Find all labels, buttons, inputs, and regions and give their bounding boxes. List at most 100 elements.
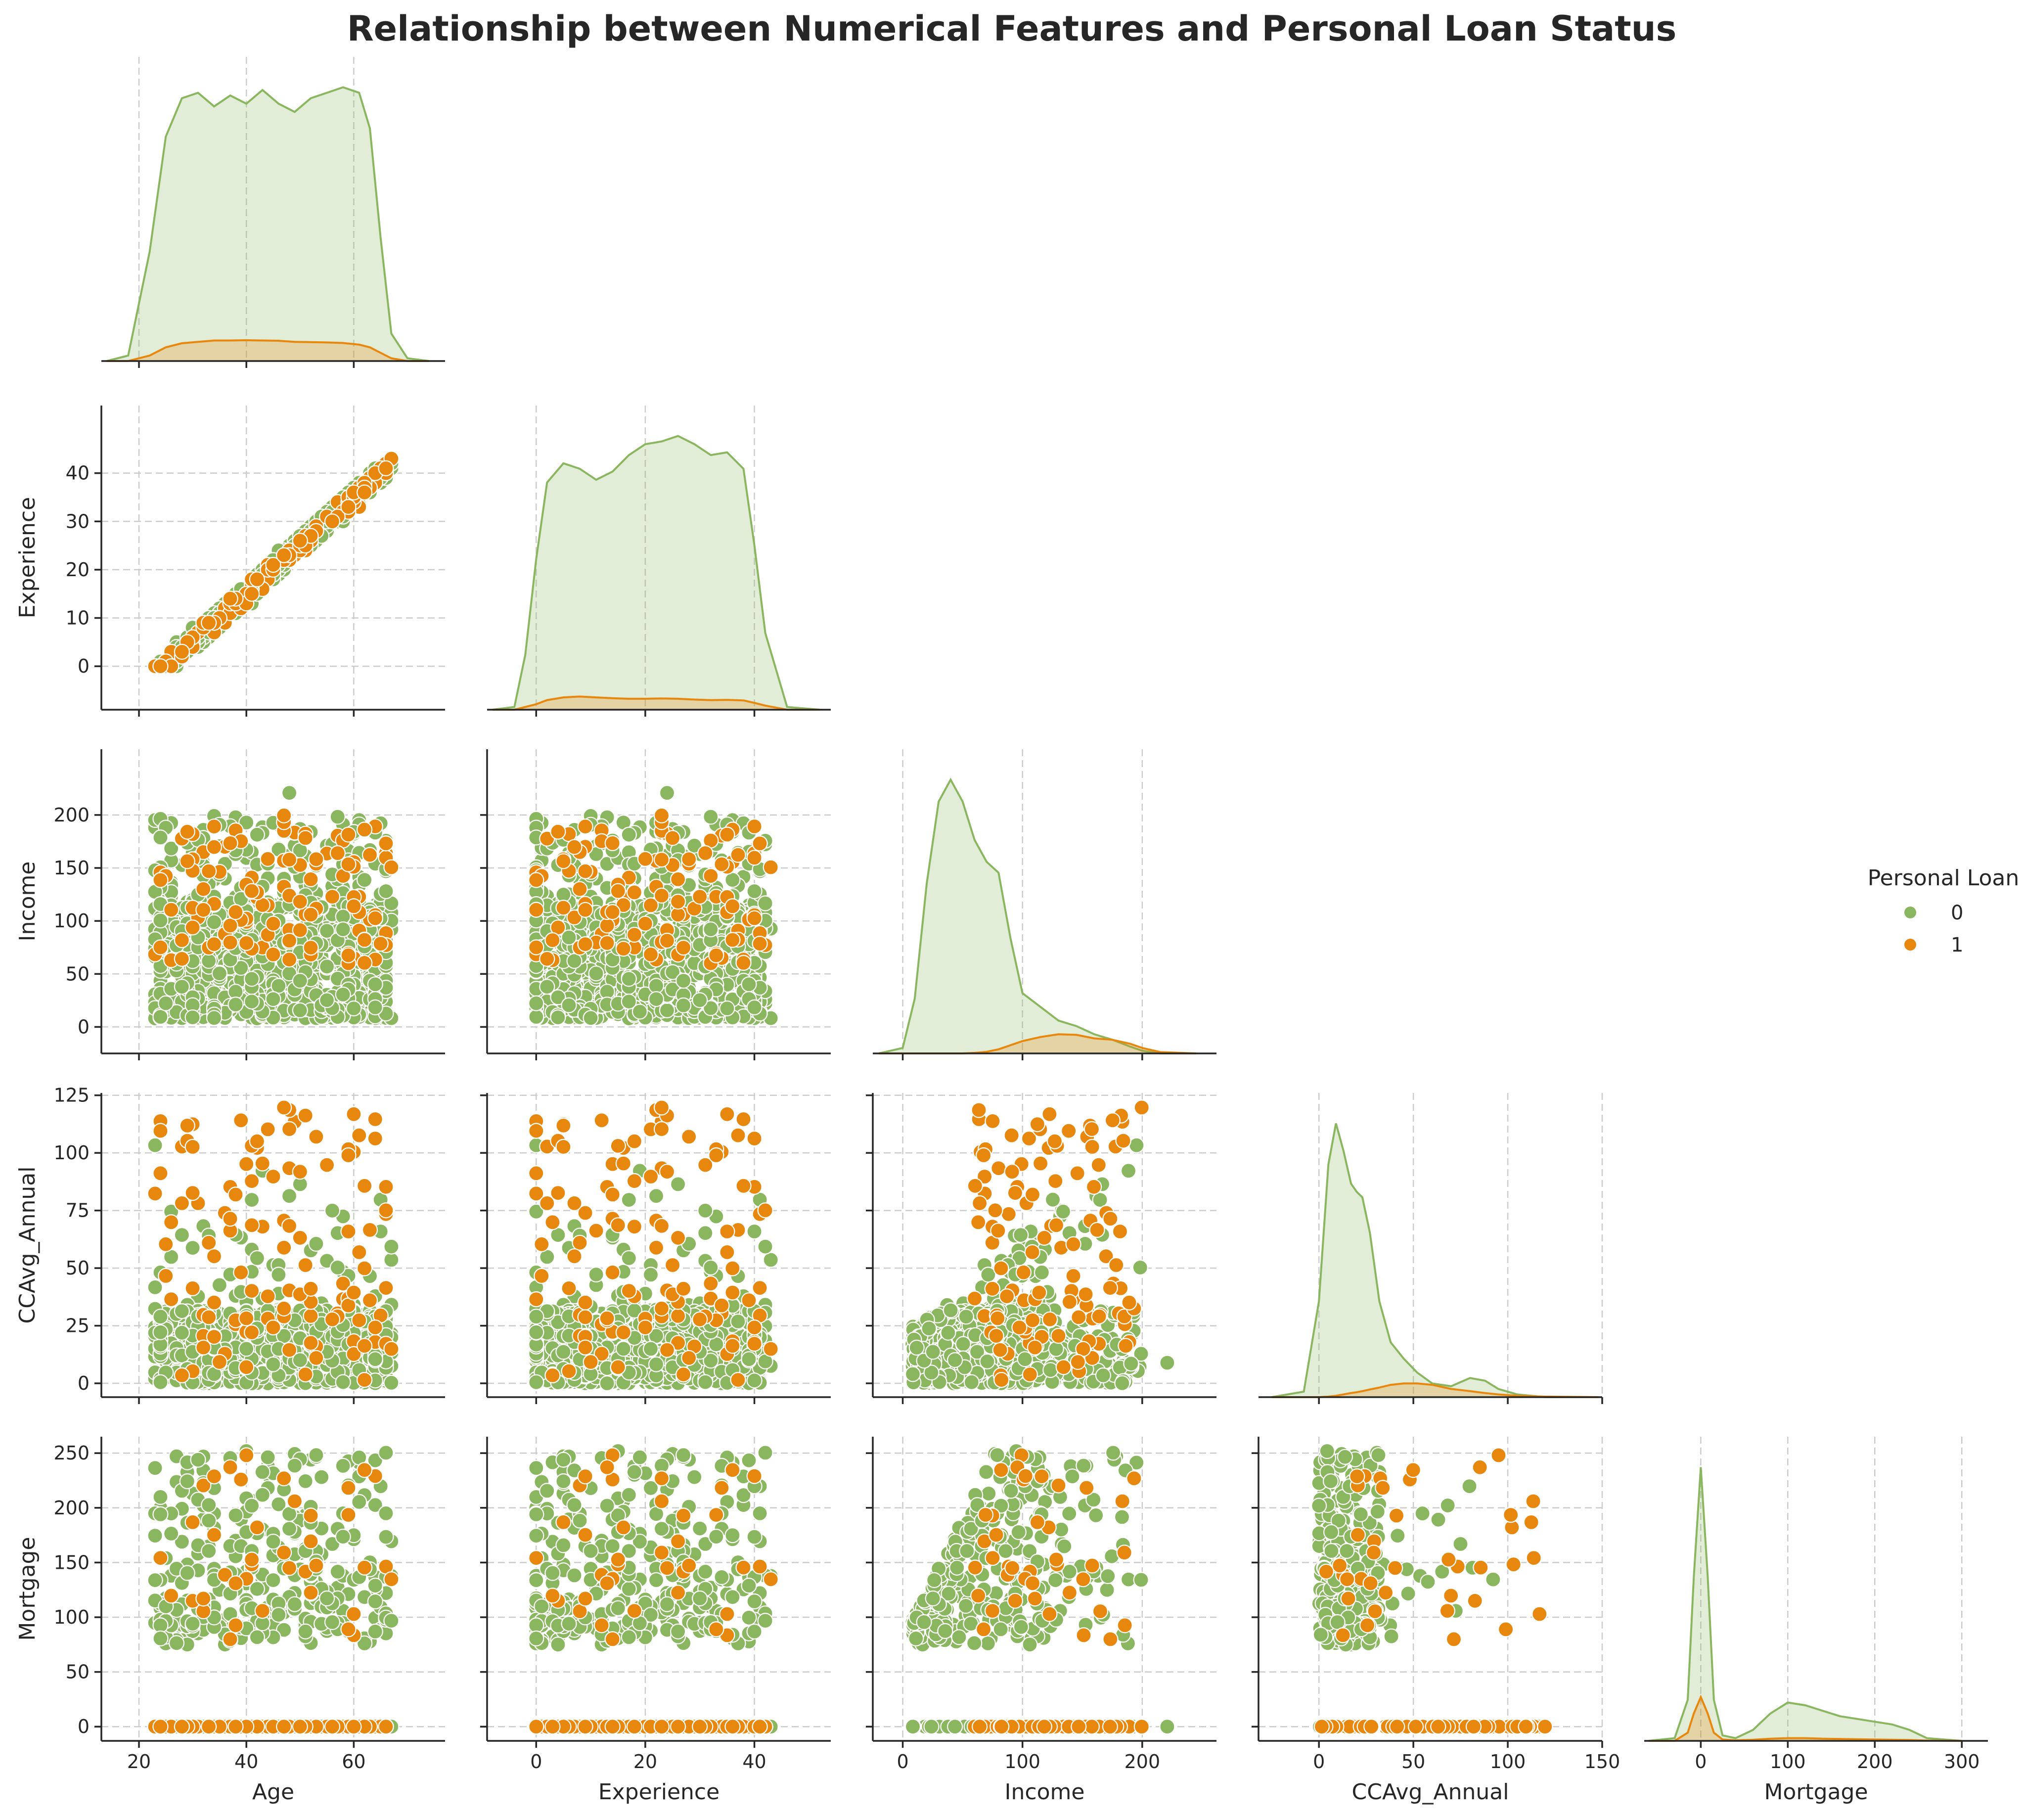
scatter-point bbox=[550, 1009, 566, 1026]
scatter-point bbox=[292, 1002, 308, 1019]
scatter-point bbox=[222, 591, 238, 607]
scatter-point bbox=[653, 887, 670, 904]
scatter-point bbox=[281, 1188, 298, 1204]
scatter-point bbox=[308, 851, 324, 867]
scatter-point bbox=[528, 872, 544, 888]
kde-line-1 bbox=[106, 339, 429, 362]
scatter-point bbox=[730, 847, 746, 863]
scatter-point bbox=[539, 951, 555, 967]
scatter-point bbox=[244, 586, 260, 602]
scatter-point bbox=[238, 935, 255, 951]
scatter-point bbox=[356, 932, 373, 948]
scatter-point bbox=[670, 893, 686, 910]
scatter-point bbox=[599, 935, 615, 951]
y-tick-label: 0 bbox=[78, 655, 90, 677]
scatter-point bbox=[201, 615, 217, 631]
y-tick-label: 50 bbox=[66, 963, 90, 985]
scatter-point bbox=[692, 888, 708, 905]
scatter-point bbox=[555, 853, 572, 869]
scatter-point bbox=[724, 932, 741, 948]
scatter-point bbox=[621, 971, 637, 987]
scatter-point bbox=[222, 917, 238, 934]
scatter-point bbox=[637, 915, 654, 932]
scatter-point bbox=[324, 1202, 341, 1219]
scatter-point bbox=[329, 845, 346, 862]
scatter-point bbox=[653, 807, 670, 823]
scatter-point bbox=[206, 914, 223, 930]
scatter-point bbox=[566, 839, 583, 855]
y-axis-label-experience: Experience bbox=[15, 497, 40, 618]
scatter-point bbox=[637, 851, 654, 867]
scatter-point bbox=[340, 947, 357, 963]
scatter-point bbox=[746, 883, 763, 900]
scatter-point bbox=[211, 965, 227, 982]
kde-fill-1 bbox=[106, 340, 429, 361]
scatter-point bbox=[244, 883, 260, 899]
scatter-point bbox=[604, 904, 621, 920]
y-tick-label: 200 bbox=[53, 804, 90, 826]
scatter-point bbox=[378, 835, 394, 852]
scatter-point bbox=[201, 863, 217, 879]
scatter-point bbox=[681, 851, 697, 867]
scatter-point bbox=[222, 934, 238, 951]
scatter-point bbox=[550, 823, 566, 840]
scatter-point bbox=[174, 1227, 190, 1243]
scatter-point bbox=[303, 907, 319, 923]
scatter-point bbox=[577, 819, 593, 835]
scatter-point bbox=[346, 1000, 362, 1017]
scatter-point bbox=[297, 830, 314, 846]
scatter-point bbox=[147, 1279, 163, 1295]
scatter-point bbox=[152, 1008, 169, 1025]
scatter-point bbox=[270, 978, 287, 994]
scatter-point bbox=[378, 883, 394, 900]
scatter-point bbox=[206, 1010, 223, 1026]
scatter-point bbox=[318, 958, 335, 975]
scatter-point bbox=[276, 807, 292, 823]
scatter-point bbox=[692, 992, 708, 1008]
scatter-point bbox=[714, 856, 730, 872]
scatter-point bbox=[201, 953, 217, 969]
scatter-point bbox=[174, 978, 190, 995]
scatter-point bbox=[292, 972, 308, 989]
y-tick-label: 150 bbox=[53, 857, 90, 879]
scatter-point bbox=[648, 991, 665, 1007]
scatter-point bbox=[206, 819, 223, 835]
scatter-point bbox=[703, 809, 719, 825]
scatter-point bbox=[763, 859, 779, 875]
scatter-point bbox=[383, 859, 400, 875]
scatter-point bbox=[244, 993, 260, 1010]
scatter-point bbox=[746, 818, 763, 835]
scatter-point bbox=[708, 947, 724, 963]
y-tick-label: 10 bbox=[66, 607, 90, 629]
scatter-point bbox=[577, 936, 593, 953]
scatter-point bbox=[648, 978, 665, 994]
y-tick-label: 20 bbox=[66, 559, 90, 581]
scatter-point bbox=[265, 946, 281, 963]
kde-fill-0 bbox=[879, 779, 1196, 1053]
scatter-point bbox=[670, 871, 686, 888]
scatter-point bbox=[147, 1137, 163, 1153]
scatter-point bbox=[361, 847, 378, 863]
scatter-point bbox=[544, 932, 561, 949]
scatter-point bbox=[746, 999, 763, 1016]
panel-income-vs-experience bbox=[480, 749, 831, 1060]
scatter-point bbox=[367, 999, 383, 1016]
scatter-point bbox=[561, 997, 577, 1013]
scatter-point bbox=[340, 826, 357, 843]
y-tick-label: 100 bbox=[53, 910, 90, 932]
scatter-point bbox=[303, 871, 319, 888]
scatter-point bbox=[260, 851, 276, 867]
scatter-point bbox=[163, 902, 180, 918]
scatter-point bbox=[324, 888, 341, 905]
scatter-point bbox=[249, 571, 266, 588]
scatter-point bbox=[346, 898, 362, 914]
kde-fill-0 bbox=[106, 87, 429, 361]
scatter-point bbox=[195, 902, 212, 918]
scatter-point bbox=[356, 955, 373, 971]
scatter-point bbox=[276, 547, 292, 563]
scatter-point bbox=[265, 915, 281, 932]
scatter-point bbox=[227, 904, 244, 920]
scatter-point bbox=[572, 881, 588, 897]
scatter-point bbox=[152, 829, 169, 846]
